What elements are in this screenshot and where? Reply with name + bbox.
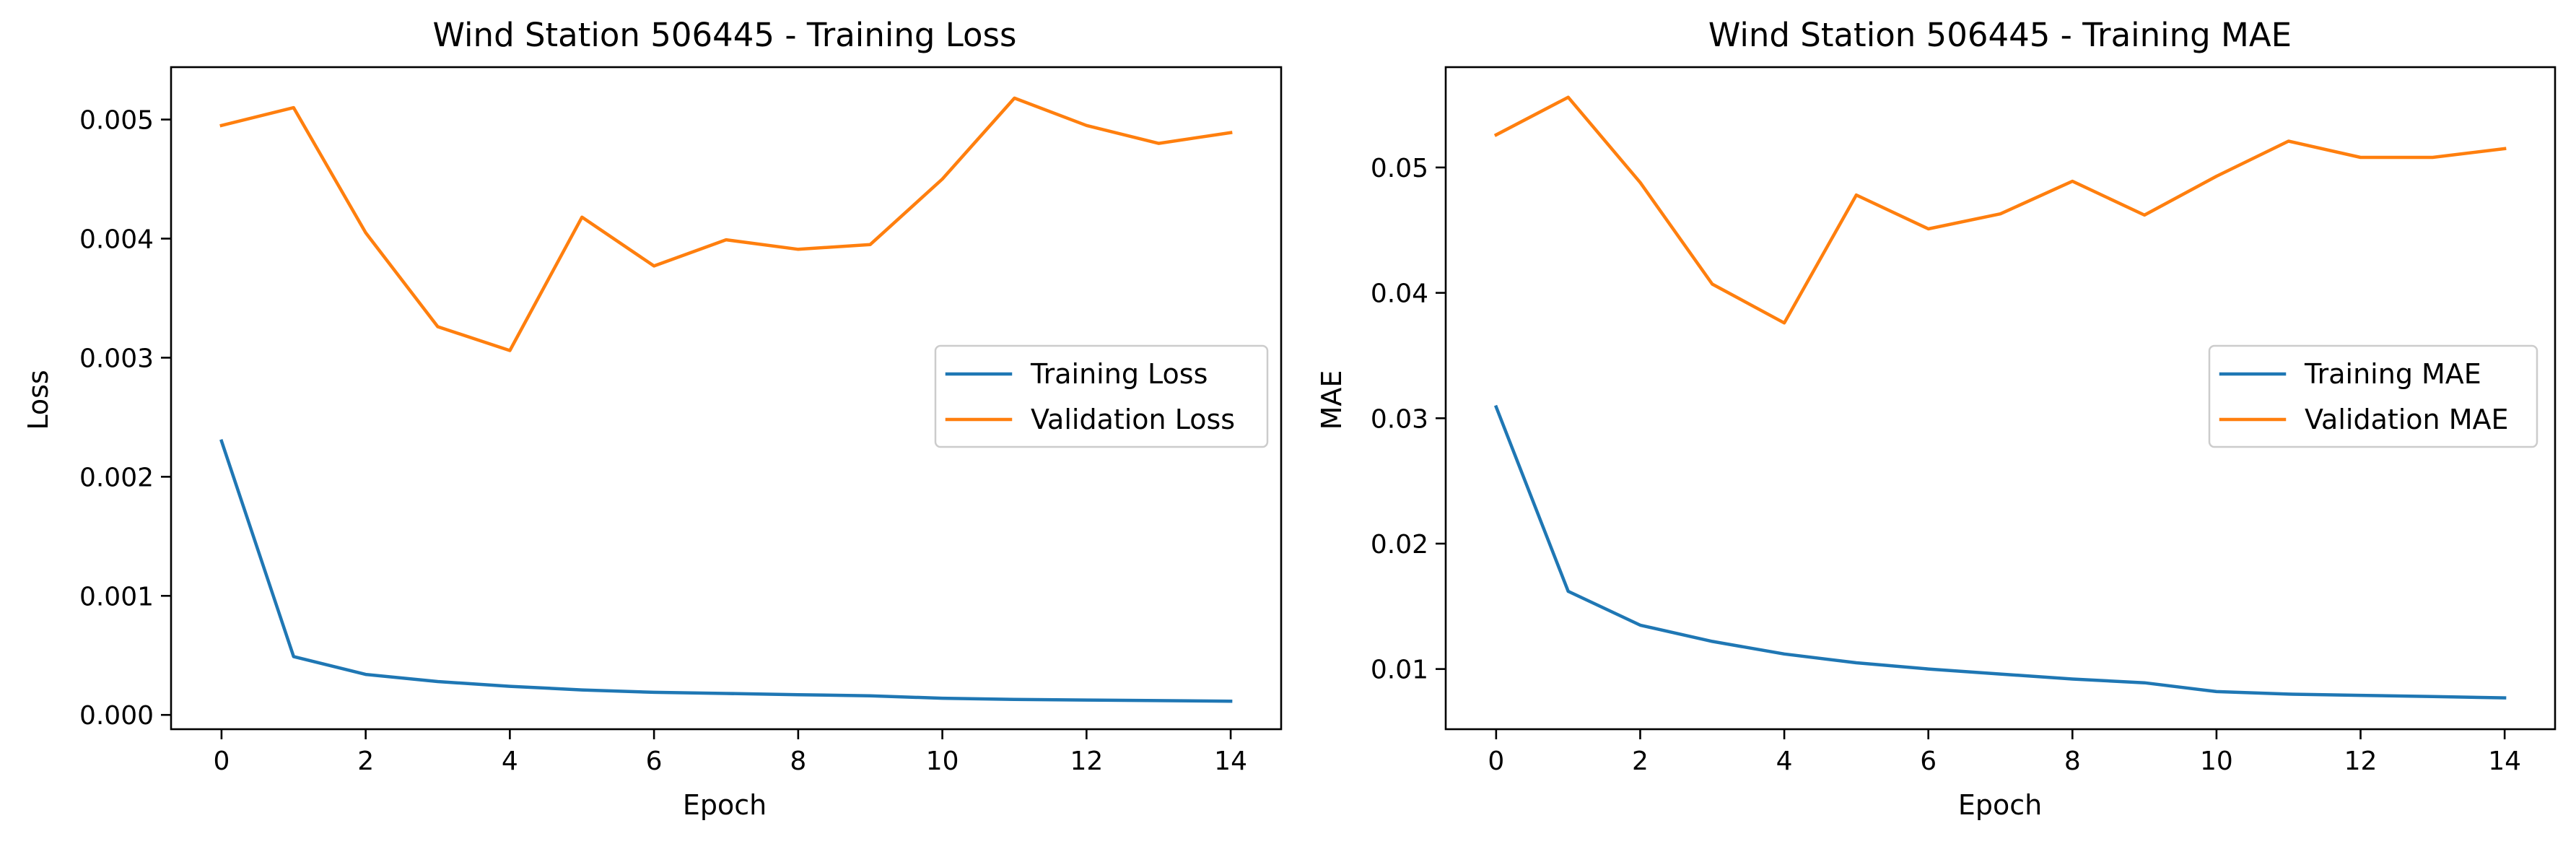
y-axis-label: MAE <box>1316 370 1348 430</box>
x-tick-label: 6 <box>1920 747 1937 776</box>
y-axis-ticks: 0.000 0.001 0.002 0.003 0.004 0.005 <box>79 106 171 731</box>
x-tick-label: 0 <box>213 747 230 776</box>
x-tick-label: 8 <box>2064 747 2081 776</box>
chart-title: Wind Station 506445 - Training MAE <box>1708 16 2292 54</box>
legend-box <box>2208 344 2538 448</box>
y-tick-label: 0.005 <box>79 106 154 136</box>
mae-chart-panel: Wind Station 506445 - Training MAE MAE E… <box>1316 16 2557 821</box>
x-tick-label: 6 <box>646 747 663 776</box>
x-tick-label: 14 <box>1214 747 1247 776</box>
legend-label-training-loss: Training Loss <box>1030 358 1208 390</box>
series-line-training-loss <box>219 439 1233 703</box>
x-tick-label: 14 <box>2488 747 2521 776</box>
y-tick-label: 0.002 <box>79 463 154 492</box>
plot-frame <box>170 66 1283 731</box>
legend: Training MAE Validation MAE <box>2208 344 2538 448</box>
legend-label-validation-loss: Validation Loss <box>1031 404 1235 435</box>
legend-label-validation-mae: Validation MAE <box>2305 404 2509 435</box>
x-axis-ticks: 0 2 4 6 8 10 12 14 <box>213 729 1247 776</box>
x-tick-label: 4 <box>1776 747 1793 776</box>
x-tick-label: 4 <box>502 747 518 776</box>
series-line-training-mae <box>1493 404 2507 700</box>
y-tick-label: 0.01 <box>1371 656 1428 685</box>
y-tick-label: 0.02 <box>1371 530 1428 560</box>
series-line-validation-mae <box>1493 95 2507 325</box>
y-axis-label: Loss <box>22 370 54 430</box>
loss-chart-panel: Wind Station 506445 - Training Loss Loss… <box>22 16 1283 821</box>
plot-lines <box>1493 95 2507 700</box>
y-tick-label: 0.03 <box>1371 404 1428 434</box>
y-tick-label: 0.05 <box>1371 154 1428 183</box>
legend-label-training-mae: Training MAE <box>2304 358 2481 390</box>
x-tick-label: 12 <box>2344 747 2378 776</box>
x-tick-label: 2 <box>1632 747 1649 776</box>
chart-title: Wind Station 506445 - Training Loss <box>433 16 1017 54</box>
series-line-validation-loss <box>219 96 1233 352</box>
x-axis-ticks: 0 2 4 6 8 10 12 14 <box>1488 729 2521 776</box>
plot-lines <box>219 96 1233 703</box>
y-tick-label: 0.04 <box>1371 279 1428 309</box>
x-tick-label: 12 <box>1070 747 1103 776</box>
y-tick-label: 0.001 <box>79 582 154 612</box>
x-tick-label: 10 <box>2200 747 2233 776</box>
legend: Training Loss Validation Loss <box>934 344 1269 448</box>
x-axis-label: Epoch <box>1958 789 2042 821</box>
y-axis-ticks: 0.01 0.02 0.03 0.04 0.05 <box>1371 154 1446 685</box>
legend-box <box>934 344 1269 448</box>
x-tick-label: 2 <box>357 747 374 776</box>
x-axis-label: Epoch <box>683 789 767 821</box>
plot-frame <box>1444 66 2557 731</box>
y-tick-label: 0.004 <box>79 225 154 254</box>
y-tick-label: 0.003 <box>79 344 154 373</box>
x-tick-label: 8 <box>790 747 806 776</box>
y-tick-label: 0.000 <box>79 701 154 731</box>
x-tick-label: 10 <box>926 747 959 776</box>
x-tick-label: 0 <box>1488 747 1504 776</box>
